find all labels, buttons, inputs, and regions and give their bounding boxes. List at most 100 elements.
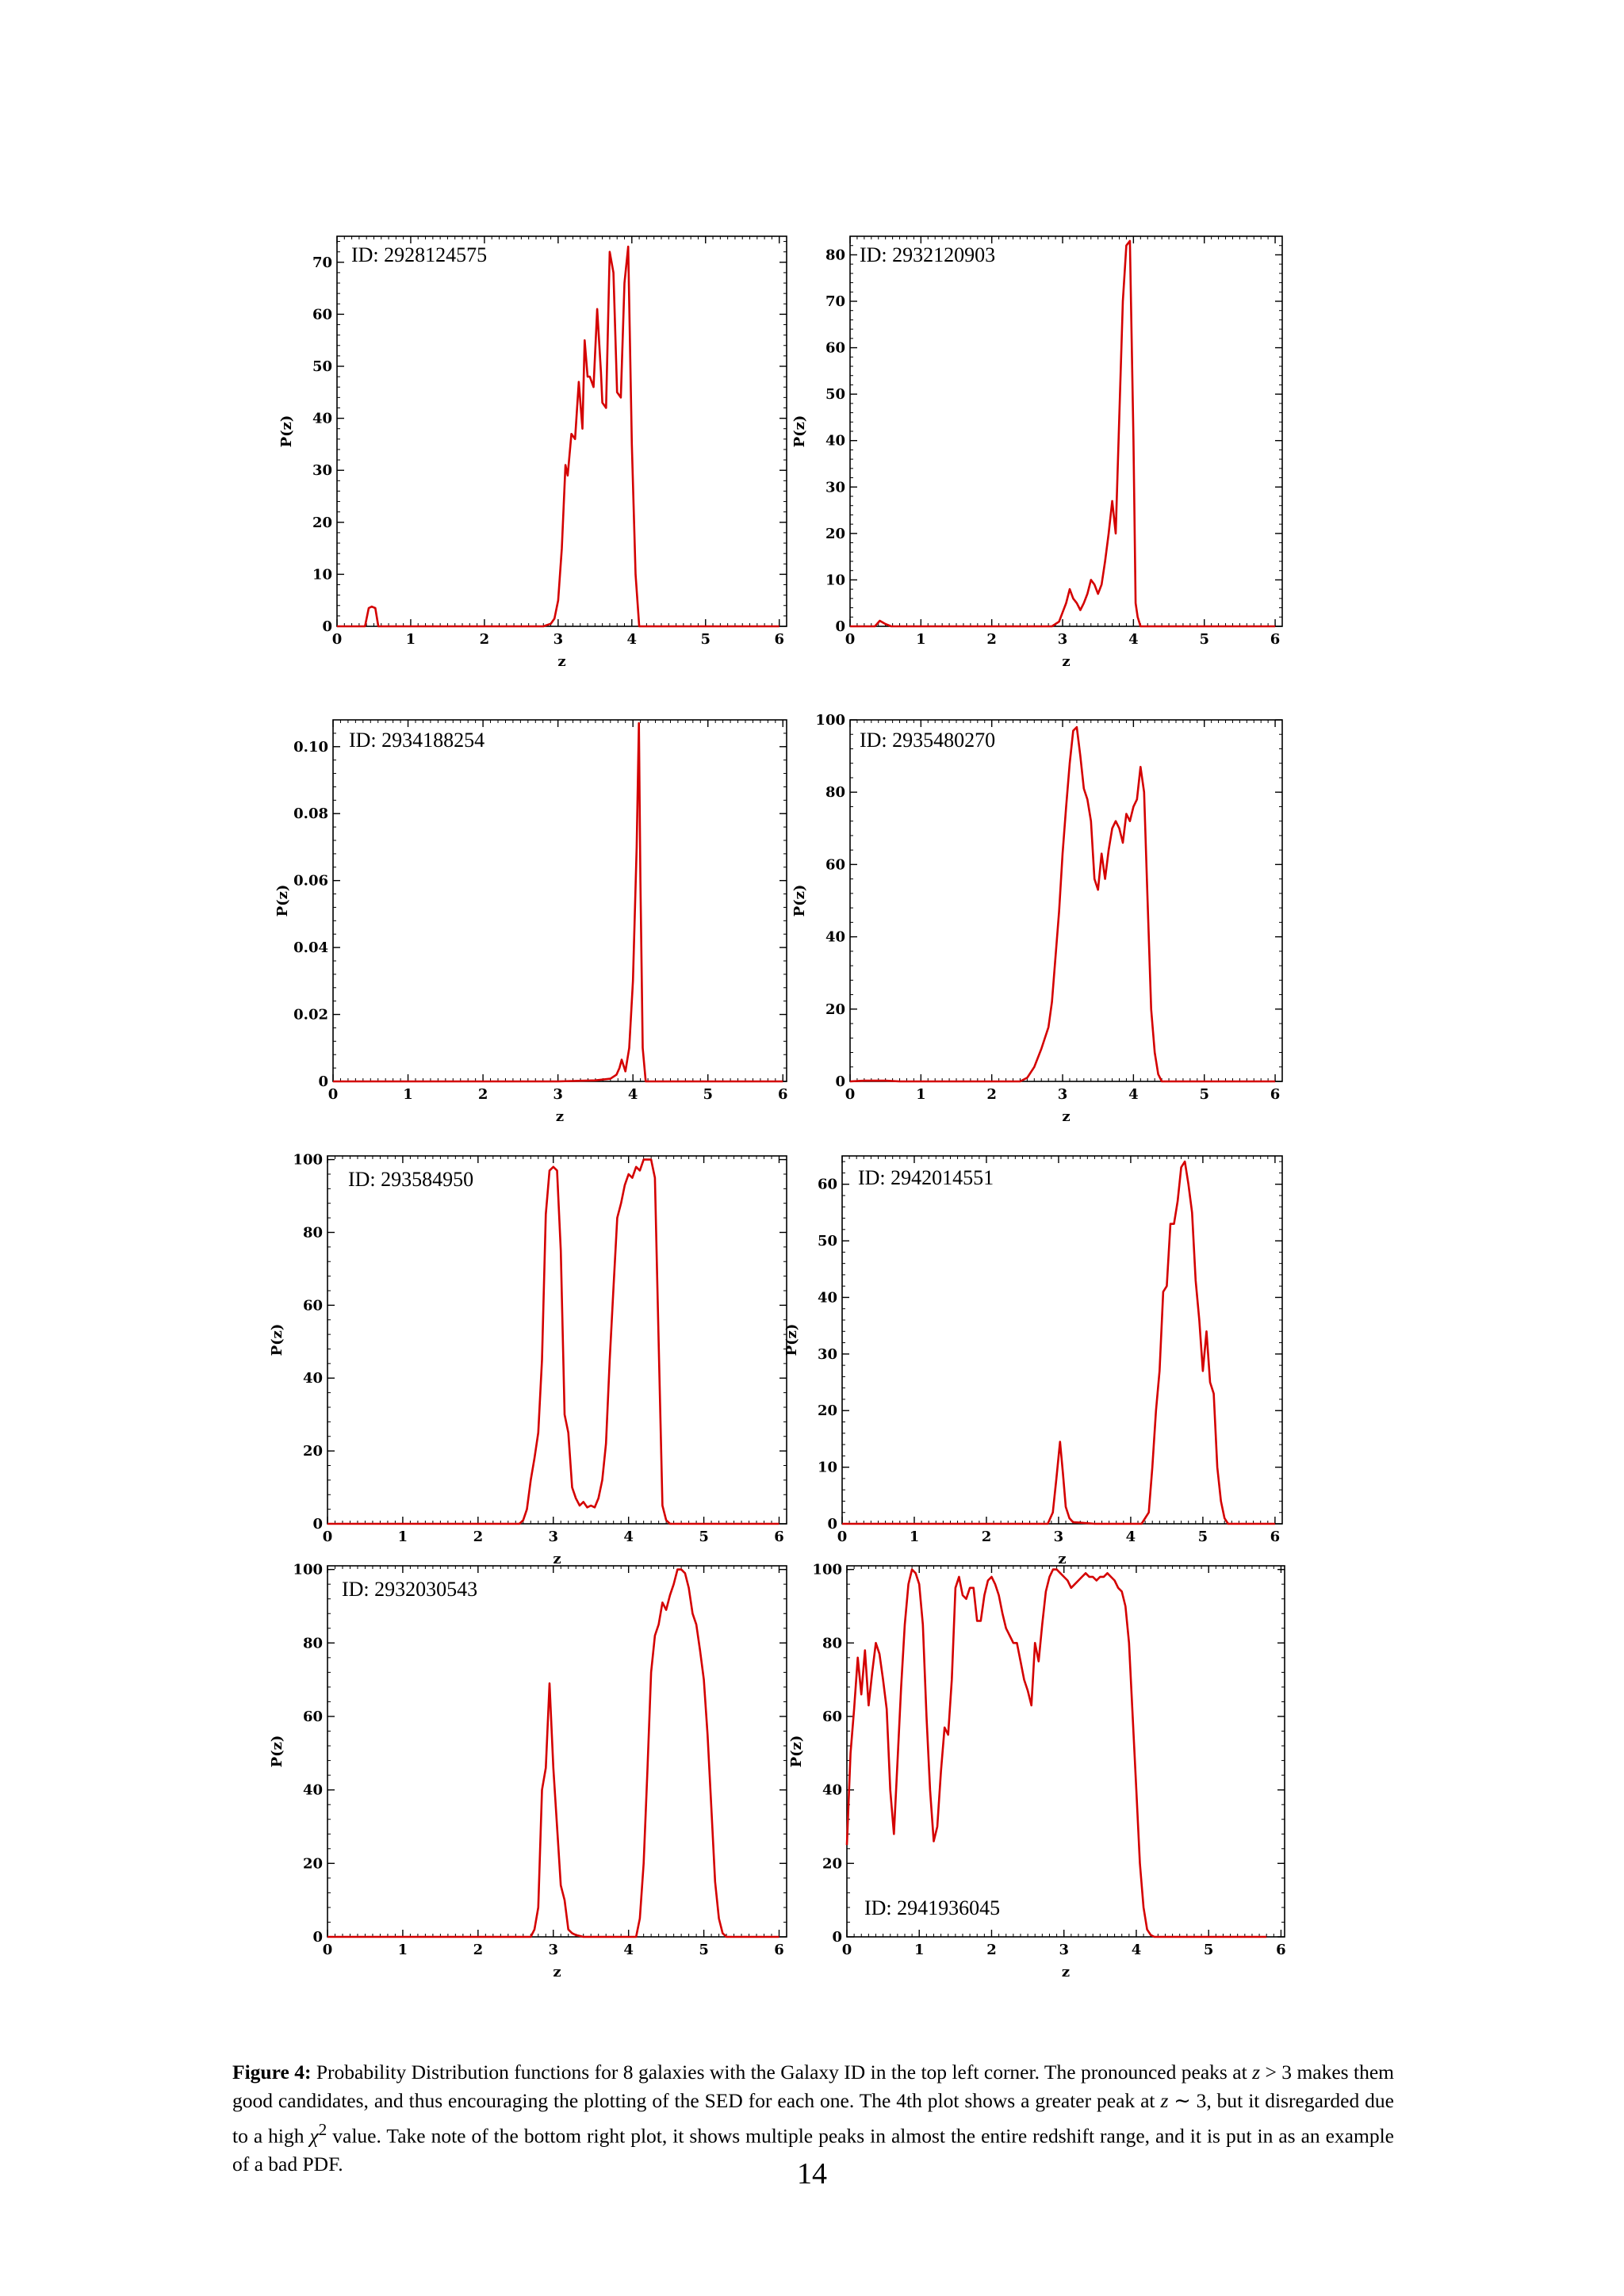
x-tick-label: 4 [627, 631, 638, 648]
x-tick-label: 2 [986, 631, 997, 648]
x-tick-label: 3 [553, 1086, 563, 1103]
x-tick-label: 6 [1270, 1086, 1281, 1103]
y-tick-label: 40 [822, 1782, 842, 1799]
galaxy-id-label: ID: 2941936045 [864, 1896, 1000, 1919]
x-tick-label: 3 [553, 631, 564, 648]
pdf-series-line [845, 1568, 1267, 1938]
x-tick-label: 1 [916, 631, 926, 648]
y-tick-label: 80 [825, 247, 845, 263]
x-tick-label: 6 [778, 1086, 788, 1103]
x-tick-label: 2 [480, 631, 490, 648]
galaxy-id-label: ID: 2942014551 [858, 1166, 994, 1189]
pdf-series-line [850, 239, 1276, 628]
y-tick-label: 0 [318, 1073, 328, 1090]
x-tick-label: 4 [623, 1942, 634, 1958]
y-tick-label: 50 [312, 358, 332, 375]
x-tick-label: 3 [1059, 1942, 1069, 1958]
x-tick-label: 0 [328, 1086, 339, 1103]
plot-frame [849, 235, 1283, 627]
caption-var-z-1: z [1252, 2060, 1261, 2084]
caption-chi-exponent: 2 [318, 2119, 327, 2139]
x-tick-label: 0 [845, 631, 856, 648]
y-tick-label: 30 [312, 462, 332, 479]
galaxy-id-label: ID: 2934188254 [349, 729, 485, 752]
x-tick-label: 3 [1054, 1529, 1064, 1545]
y-axis-label: P(z) [269, 1735, 285, 1768]
plot-frame [327, 1565, 787, 1938]
y-tick-label: 20 [818, 1402, 837, 1419]
x-tick-label: 3 [548, 1529, 558, 1545]
x-tick-label: 4 [1128, 631, 1139, 648]
pdf-series-line [842, 1160, 1275, 1525]
x-tick-label: 5 [1204, 1942, 1214, 1958]
y-tick-label: 30 [825, 479, 845, 496]
x-tick-label: 0 [842, 1942, 852, 1958]
x-tick-label: 1 [403, 1086, 413, 1103]
y-tick-label: 40 [303, 1370, 323, 1387]
y-tick-label: 40 [303, 1782, 323, 1799]
y-tick-label: 20 [312, 515, 332, 531]
x-tick-label: 5 [703, 1086, 713, 1103]
x-tick-label: 1 [398, 1529, 408, 1545]
y-tick-label: 60 [303, 1297, 323, 1314]
caption-chi: χ [309, 2124, 319, 2147]
y-tick-label: 70 [825, 293, 845, 310]
x-tick-label: 5 [1198, 1529, 1208, 1545]
y-tick-label: 80 [825, 784, 845, 801]
x-tick-label: 2 [986, 1942, 997, 1958]
x-tick-label: 5 [1199, 631, 1209, 648]
x-tick-label: 6 [774, 631, 784, 648]
galaxy-id-label: ID: 2932120903 [860, 243, 995, 266]
y-tick-label: 40 [818, 1289, 837, 1306]
x-tick-label: 0 [332, 631, 343, 648]
x-tick-label: 3 [1058, 1086, 1068, 1103]
y-tick-label: 20 [303, 1855, 323, 1872]
x-tick-label: 6 [1270, 631, 1281, 648]
x-tick-label: 3 [1058, 631, 1068, 648]
x-tick-label: 2 [473, 1529, 484, 1545]
page-number: 14 [797, 2157, 827, 2191]
y-tick-label: 0.02 [293, 1007, 328, 1024]
galaxy-id-label: ID: 2932030543 [342, 1578, 477, 1601]
y-tick-label: 60 [303, 1709, 323, 1725]
y-axis-label: P(z) [788, 1735, 805, 1768]
x-axis-label: z [557, 653, 565, 670]
x-tick-label: 6 [1270, 1529, 1281, 1545]
y-tick-label: 0 [312, 1516, 323, 1533]
y-tick-label: 40 [312, 411, 332, 427]
y-tick-label: 0.04 [293, 939, 328, 956]
x-tick-label: 4 [1132, 1942, 1142, 1958]
y-tick-label: 100 [815, 712, 845, 729]
y-tick-label: 20 [822, 1855, 842, 1872]
figure-caption: Figure 4: Probability Distribution funct… [232, 2058, 1394, 2179]
x-axis-label: z [1062, 653, 1070, 670]
x-tick-label: 0 [323, 1529, 333, 1545]
caption-var-z-2: z [1160, 2088, 1169, 2112]
pdf-series-line [849, 725, 1276, 1083]
x-tick-label: 1 [910, 1529, 920, 1545]
caption-text-1: Probability Distribution functions for 8… [311, 2060, 1253, 2084]
y-tick-label: 50 [825, 386, 845, 403]
plot-area: 0 1 2 3 4 5 6 0 0.02 0.04 0.06 0.08 0.10 z P(z) ID: 293… [274, 719, 788, 1125]
y-axis-label: P(z) [791, 885, 808, 917]
y-tick-label: 0 [827, 1516, 837, 1533]
x-tick-label: 4 [1126, 1529, 1136, 1545]
y-tick-label: 80 [303, 1635, 323, 1651]
x-tick-label: 4 [628, 1086, 638, 1103]
pdf-series-line [327, 1568, 779, 1938]
y-tick-label: 0 [322, 618, 332, 635]
plot-frame [336, 235, 787, 627]
y-tick-label: 60 [818, 1177, 837, 1193]
y-tick-label: 40 [825, 929, 845, 946]
y-tick-label: 60 [825, 856, 845, 873]
y-tick-label: 0 [835, 618, 845, 635]
x-tick-label: 6 [774, 1942, 784, 1958]
